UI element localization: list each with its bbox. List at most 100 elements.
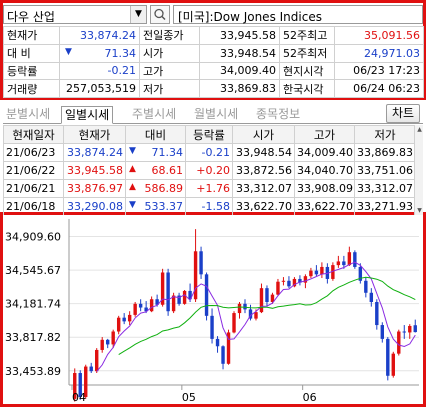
quote-text: 33,948.54	[220, 46, 276, 60]
quote-text: 한국시각	[283, 82, 324, 96]
table-row[interactable]: 21/06/23 33,874.24 ▼ 71.34 -0.21 33,948.54 34,…	[3, 143, 416, 162]
candle-body	[314, 270, 319, 275]
candle-body	[204, 274, 209, 316]
quote-text: 24,971.03	[364, 46, 420, 60]
quote-text: 71.34	[104, 46, 137, 60]
candlestick-chart[interactable]: 34,909.60 34,545.67 34,181.74 33,817.82 33,4…	[3, 215, 423, 404]
header-bar: 다우 산업 ▼ [미국]:Dow Jones Indices	[3, 3, 423, 25]
quote-value: 06/23 17:23	[334, 61, 424, 81]
candle-body	[292, 278, 297, 287]
symbol-select[interactable]: 다우 산업 ▼	[3, 5, 147, 24]
column-header[interactable]: 고가	[294, 125, 355, 144]
search-icon	[154, 8, 166, 21]
table-cell: 21/06/18	[3, 197, 64, 216]
candle-body	[270, 294, 275, 302]
cell-text: -1.58	[201, 200, 230, 213]
x-tick-label: 05	[182, 391, 196, 404]
candle-body	[375, 302, 379, 326]
table-cell: 33,869.83	[354, 143, 416, 162]
column-header[interactable]: 등락률	[185, 125, 233, 144]
quote-text: 52주최저	[283, 47, 328, 61]
column-header[interactable]: 대비	[125, 125, 186, 144]
candle-body	[199, 251, 203, 275]
daily-price-table: 현재일자 현재가 대비 등락률 시가 고가 저가 21/06/23 33,874.24 ▼ 71.…	[3, 125, 416, 216]
table-scrollbar[interactable]: ▲ ▼	[414, 125, 423, 215]
instrument-title-field[interactable]: [미국]:Dow Jones Indices	[173, 5, 423, 24]
table-cell: 21/06/21	[3, 179, 64, 198]
quote-value: 34,009.40	[199, 61, 280, 81]
scroll-up-icon[interactable]: ▲	[417, 126, 422, 133]
table-cell: 33,271.93	[354, 197, 416, 216]
column-header[interactable]: 현재일자	[3, 125, 64, 144]
triangle-down-icon: ▼	[129, 146, 136, 156]
table-cell: 33,908.09	[294, 179, 355, 198]
tab-4[interactable]: 종목정보	[256, 107, 301, 121]
tab-2[interactable]: 주별시세	[132, 107, 177, 121]
quote-value: 33,869.83	[199, 79, 280, 98]
candle-body	[303, 276, 308, 283]
cell-text: 33,622.70	[236, 200, 292, 213]
candle-body	[221, 346, 225, 364]
candle-body	[84, 366, 88, 397]
tab-3[interactable]: 월별시세	[194, 107, 239, 121]
table-cell: 33,312.07	[354, 179, 416, 198]
candle-body	[177, 295, 181, 304]
table-cell: -0.21	[185, 143, 233, 162]
table-cell: ▼ 71.34	[125, 143, 186, 162]
search-button[interactable]	[150, 5, 170, 24]
table-cell: ▲ 68.61	[125, 161, 186, 180]
column-header[interactable]: 저가	[354, 125, 416, 144]
column-header[interactable]: 시가	[232, 125, 295, 144]
candle-body	[160, 272, 165, 305]
cell-text: 34,040.70	[297, 164, 353, 177]
quote-text: 06/23 17:23	[353, 64, 420, 78]
quote-label: 52주최저	[279, 43, 335, 63]
candle-body	[408, 325, 412, 333]
candle-body	[320, 266, 324, 275]
tab-1[interactable]: 일별시세	[61, 106, 114, 124]
candle-body	[73, 373, 77, 399]
candle-body	[116, 317, 121, 332]
tab-0[interactable]: 분별시세	[6, 107, 51, 121]
quote-grid: 현재가 33,874.24 전일종가 33,945.58 52주최고 35,091.56 대…	[3, 26, 424, 98]
moving-average-long	[118, 276, 416, 356]
candle-body	[281, 280, 286, 282]
moving-average-short	[96, 261, 416, 372]
candle-body	[248, 309, 253, 319]
quote-label: 전일종가	[139, 26, 200, 45]
quote-value: 24,971.03	[334, 43, 424, 63]
candle-body	[122, 317, 126, 322]
quote-row: 등락률 -0.21 고가 34,009.40 현지시각 06/23 17:23	[3, 61, 424, 81]
quote-label: 대 비	[3, 43, 60, 63]
candle-body	[243, 303, 247, 310]
candle-body	[105, 339, 110, 345]
table-cell: +1.76	[185, 179, 233, 198]
cell-text: 33,945.58	[67, 164, 123, 177]
candle-body	[215, 338, 220, 347]
cell-text: 533.37	[144, 200, 184, 213]
table-row[interactable]: 21/06/21 33,876.97 ▲ 586.89 +1.76 33,312.07 33…	[3, 179, 416, 198]
table-row[interactable]: 21/06/22 33,945.58 ▲ 68.61 +0.20 33,872.56 34,…	[3, 161, 416, 180]
cell-text: 33,876.97	[67, 182, 123, 195]
quote-row: 현재가 33,874.24 전일종가 33,945.58 52주최고 35,091.56	[3, 26, 424, 45]
candle-body	[188, 290, 192, 300]
quote-value: 33,948.54	[199, 43, 280, 63]
triangle-up-icon: ▲	[129, 182, 136, 192]
candle-body	[402, 331, 406, 333]
table-row[interactable]: 21/06/18 33,290.08 ▼ 533.37 -1.58 33,622.70 33…	[3, 197, 416, 216]
candle-body	[298, 278, 302, 283]
scroll-down-icon[interactable]: ▼	[417, 207, 422, 214]
quote-text: 대 비	[7, 47, 31, 61]
table-cell: 33,751.06	[354, 161, 416, 180]
candle-body	[111, 331, 115, 345]
chart-button[interactable]: 차트	[386, 104, 420, 123]
quote-label: 시가	[139, 43, 200, 63]
x-tick-label: 06	[303, 391, 317, 404]
candle-body	[309, 270, 313, 277]
chevron-down-icon[interactable]: ▼	[130, 6, 146, 23]
candle-body	[138, 303, 143, 308]
quote-value: 33,874.24	[59, 26, 140, 45]
table-cell: 33,872.56	[232, 161, 295, 180]
column-header[interactable]: 현재가	[63, 125, 126, 144]
cell-text: +0.20	[196, 164, 230, 177]
